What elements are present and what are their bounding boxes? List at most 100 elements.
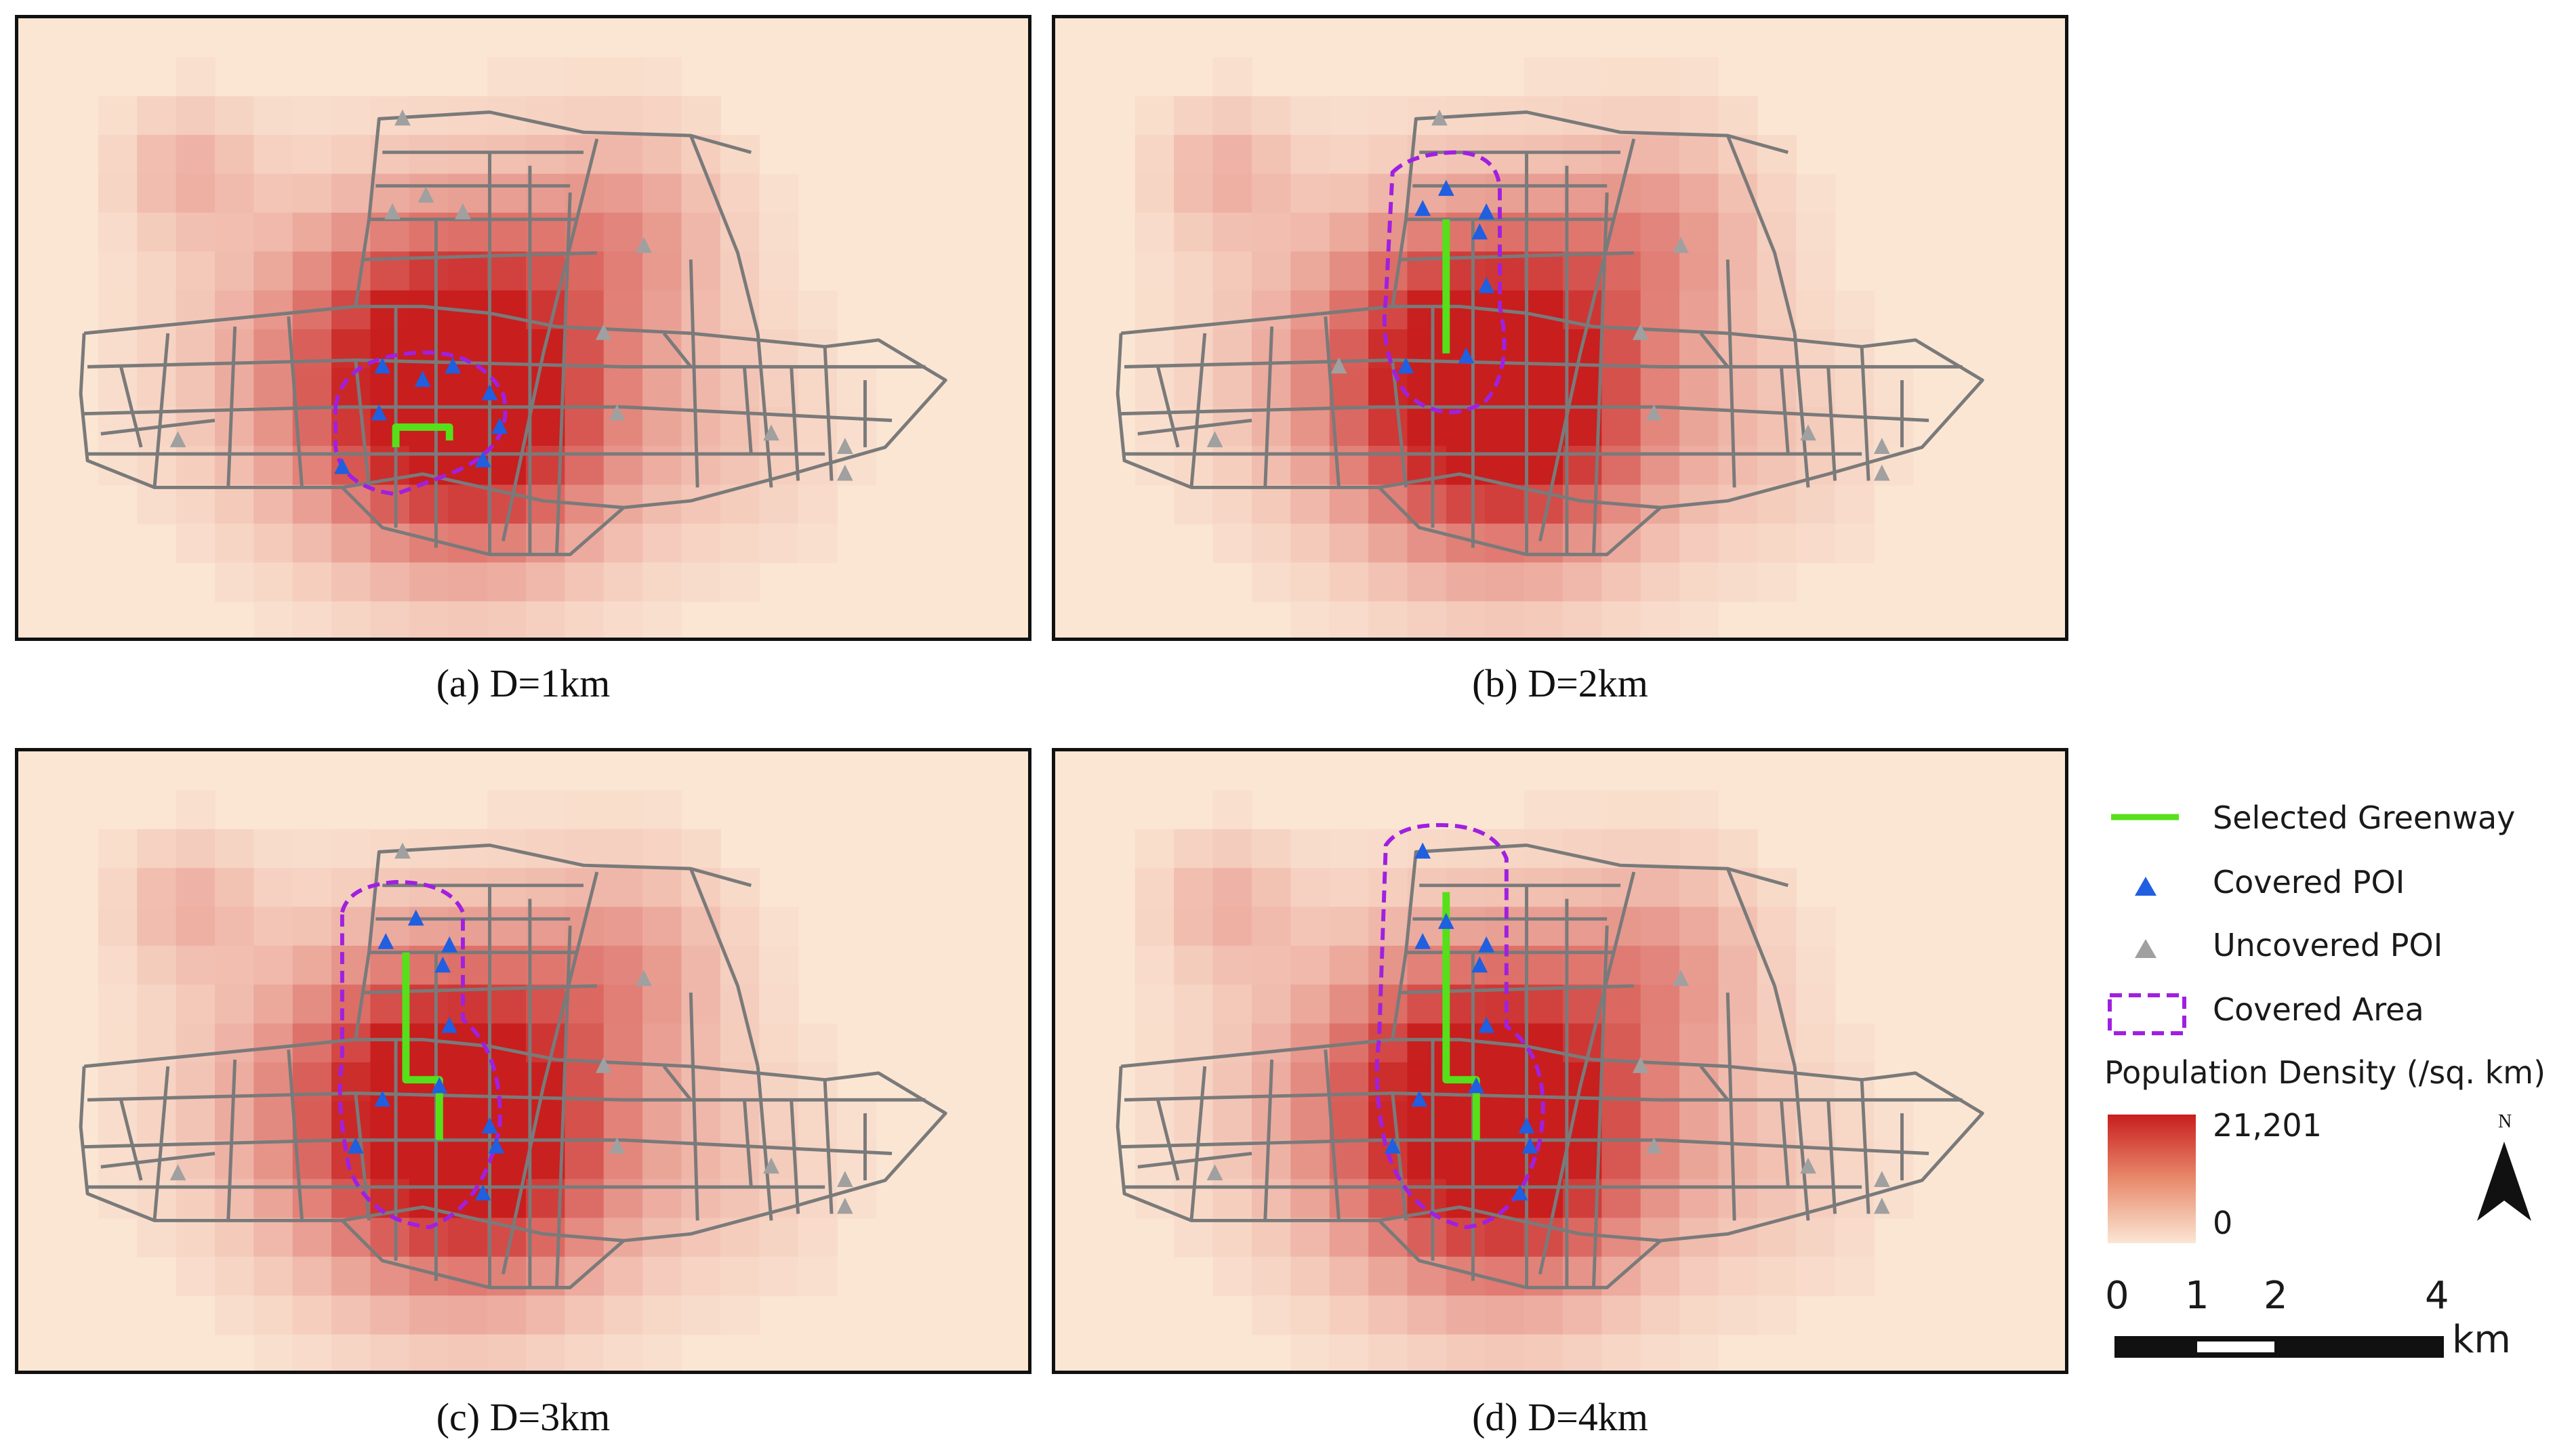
density-cell — [370, 1140, 410, 1180]
covered-poi-marker — [347, 1137, 364, 1154]
density-cell — [292, 173, 333, 213]
density-cell — [836, 368, 877, 408]
density-cell — [253, 907, 293, 947]
density-cell — [1485, 1256, 1525, 1297]
road-segment — [823, 346, 834, 481]
density-cell — [565, 868, 605, 908]
density-cell — [98, 868, 138, 908]
density-cell — [1640, 212, 1681, 253]
density-cell — [798, 1101, 838, 1141]
density-cell — [642, 562, 682, 602]
density-cell — [1718, 1218, 1758, 1257]
density-cell — [1796, 329, 1836, 369]
density-cell — [1640, 829, 1681, 869]
density-cell — [176, 1218, 216, 1257]
density-cell — [1562, 790, 1603, 830]
uncovered-poi-marker — [394, 109, 411, 126]
map-b-svg — [1116, 57, 1984, 638]
road-segment — [1391, 360, 1408, 488]
covered-poi-marker — [1384, 1137, 1401, 1154]
density-cell — [1485, 484, 1525, 524]
density-cell — [487, 135, 527, 175]
uncovered-poi-marker — [1873, 1197, 1890, 1214]
uncovered-poi-marker — [1206, 1164, 1223, 1181]
density-cell — [1329, 1218, 1370, 1257]
uncovered-poi-marker — [836, 1171, 853, 1187]
covered-poi-marker — [374, 1090, 391, 1107]
density-cell — [525, 96, 566, 136]
density-cell — [1796, 523, 1836, 564]
density-cell — [1251, 446, 1292, 486]
density-cell — [1718, 1140, 1758, 1180]
density-cell — [1718, 368, 1758, 408]
density-cell — [214, 96, 255, 136]
covered-poi-marker — [445, 357, 462, 374]
density-cell — [1446, 484, 1486, 524]
density-cell — [1640, 1023, 1681, 1063]
density-cell — [1290, 601, 1330, 638]
density-cell — [1718, 1295, 1758, 1335]
covered-poi-marker — [1478, 276, 1495, 293]
density-cell — [1212, 135, 1252, 175]
density-cell — [1290, 829, 1330, 869]
density-cell — [1212, 251, 1252, 291]
density-cell — [759, 907, 799, 947]
density-cell — [331, 601, 371, 638]
density-cell — [603, 1179, 644, 1219]
density-cell — [1290, 484, 1330, 524]
density-cell — [1524, 907, 1563, 947]
density-cell — [603, 1334, 644, 1371]
uncovered-poi-marker — [1632, 1057, 1649, 1073]
covered-poi-marker — [1471, 956, 1488, 973]
density-cell — [1212, 984, 1252, 1024]
density-cell — [98, 1101, 138, 1141]
density-cell — [759, 1256, 799, 1297]
caption-a: (a) D=1km — [436, 661, 611, 705]
density-cell — [1796, 1218, 1836, 1257]
density-cell — [1251, 484, 1292, 524]
density-cell — [448, 523, 488, 564]
density-cell — [565, 601, 605, 638]
density-cell — [720, 562, 760, 602]
density-cell — [565, 135, 605, 175]
density-cell — [1601, 790, 1641, 830]
density-cell — [253, 1101, 293, 1141]
density-cell — [1679, 907, 1719, 947]
density-cell — [292, 96, 333, 136]
density-cell — [253, 1218, 293, 1257]
covered-poi-marker — [481, 1117, 498, 1133]
density-cell — [1174, 984, 1214, 1024]
density-cell — [525, 135, 566, 175]
density-cell — [253, 135, 293, 175]
density-cell — [1640, 1101, 1681, 1141]
density-cell — [603, 907, 644, 947]
density-cell — [448, 407, 488, 447]
density-cell — [1251, 984, 1292, 1024]
density-cell — [292, 1256, 333, 1297]
density-cell — [370, 601, 410, 638]
density-cell — [176, 1101, 216, 1141]
density-cell — [1562, 135, 1603, 175]
uncovered-poi-marker — [417, 186, 434, 203]
density-cell — [1796, 1023, 1836, 1063]
density-cell — [1407, 1140, 1447, 1180]
density-cell — [603, 523, 644, 564]
density-cell — [1212, 790, 1252, 830]
road-segment — [362, 251, 597, 262]
road-network — [1116, 844, 1984, 1289]
density-cell — [1679, 562, 1719, 602]
density-cell — [214, 1256, 255, 1297]
density-cell — [448, 1334, 488, 1371]
density-cell — [1290, 984, 1330, 1024]
density-cell — [1679, 251, 1719, 291]
density-cell — [1407, 1101, 1447, 1141]
road-segment — [1189, 1066, 1207, 1221]
density-cell — [1562, 829, 1603, 869]
greenway-legend-symbol — [2111, 814, 2179, 820]
density-cell — [1329, 1295, 1370, 1335]
density-cell — [214, 212, 255, 253]
road-segment — [823, 1079, 834, 1214]
density-cell — [642, 829, 682, 869]
density-cell — [214, 1179, 255, 1219]
density-cell — [1835, 1140, 1875, 1180]
